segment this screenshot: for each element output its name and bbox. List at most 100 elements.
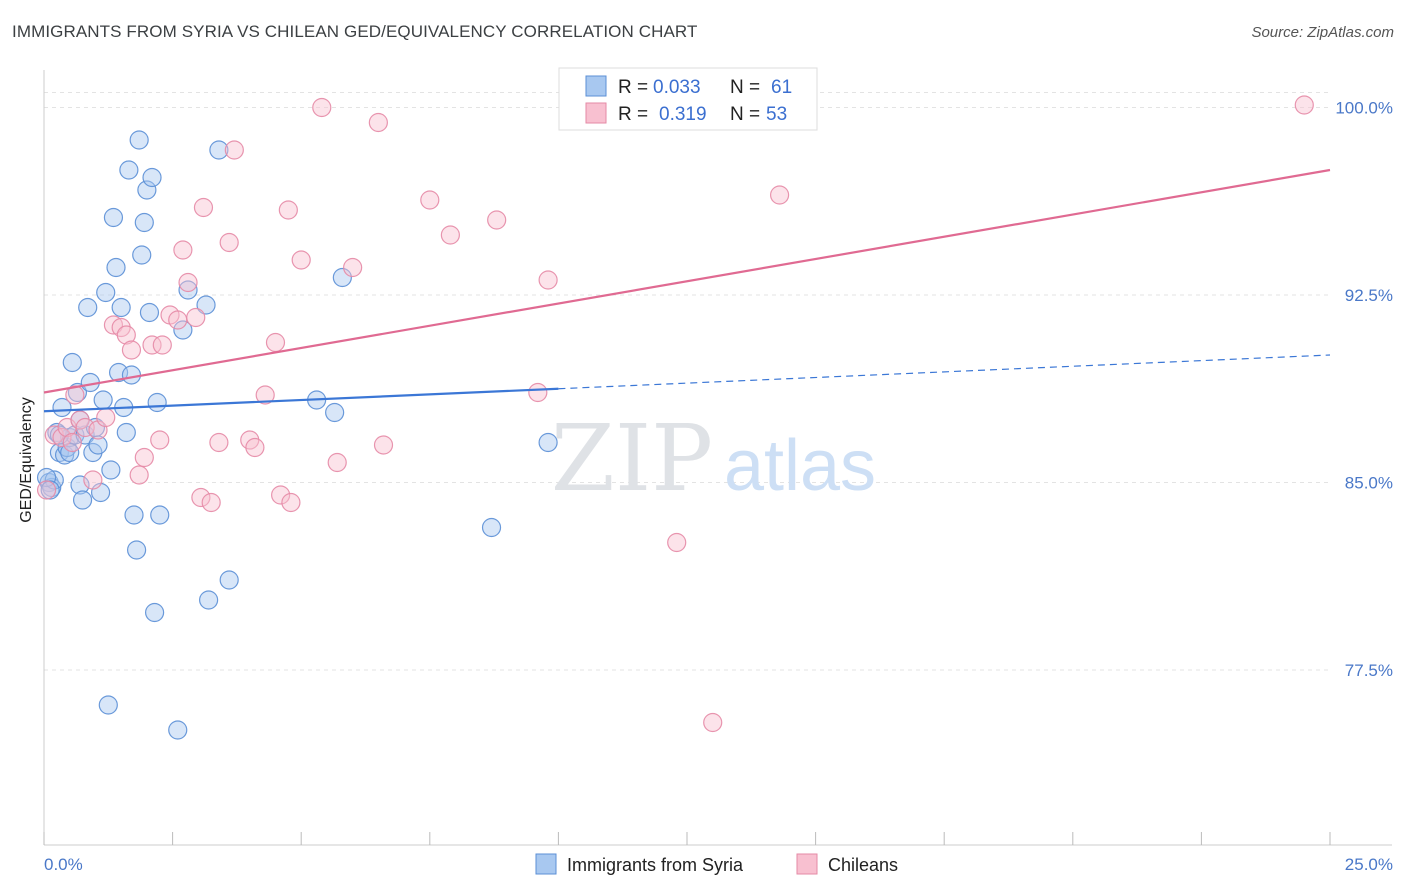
- syria-point-19: [88, 435, 108, 455]
- y-tick-label-1: 85.0%: [1345, 474, 1393, 493]
- bottom-legend-syria: Immigrants from Syria: [567, 855, 744, 875]
- chileans-point-8: [83, 470, 103, 490]
- legend-n-label-2: N =: [730, 104, 760, 125]
- legend-n-chileans: 53: [766, 104, 787, 125]
- syria-point-38: [137, 180, 157, 200]
- chileans-point-17: [142, 335, 162, 355]
- chileans-point-49: [703, 712, 723, 733]
- chileans-point-48: [667, 532, 687, 553]
- syria-point-42: [147, 392, 167, 413]
- chileans-point-0: [36, 480, 57, 500]
- syria-point-31: [119, 160, 139, 180]
- chileans-point-26: [193, 197, 214, 218]
- chileans-point-47: [538, 270, 558, 290]
- syria-point-49: [209, 140, 229, 160]
- chileans-point-29: [219, 232, 239, 253]
- chileans-point-52: [1294, 95, 1314, 115]
- syria-point-34: [126, 540, 147, 560]
- syria-point-36: [132, 245, 152, 265]
- chileans-point-14: [121, 340, 142, 360]
- chileans-trend-line: [43, 168, 1331, 394]
- chileans-point-40: [343, 257, 363, 278]
- syria-trend-line-extension: [558, 354, 1331, 390]
- chileans-point-42: [373, 435, 394, 455]
- bottom-legend-chileans: Chileans: [828, 855, 898, 875]
- syria-point-2: [44, 470, 64, 490]
- chileans-point-33: [255, 385, 275, 405]
- bottom-legend: Immigrants from Syria Chileans: [535, 853, 898, 875]
- legend-r-syria: 0.033: [653, 77, 701, 98]
- chileans-point-4: [62, 432, 82, 453]
- x-tick-label-0: 0.0%: [44, 855, 83, 874]
- legend-n-syria: 61: [771, 77, 792, 98]
- x-tick-label-1: 25.0%: [1345, 855, 1393, 874]
- syria-point-15: [78, 297, 98, 318]
- chileans-point-30: [224, 140, 244, 160]
- chileans-point-18: [152, 335, 172, 355]
- chileans-point-21: [168, 310, 188, 330]
- syria-point-53: [332, 267, 352, 288]
- syria-point-55: [538, 432, 558, 453]
- legend-swatch-syria: [585, 75, 607, 97]
- syria-point-21: [93, 390, 113, 410]
- chileans-point-36: [278, 200, 298, 220]
- syria-point-28: [111, 297, 131, 318]
- legend-r-label: R =: [618, 77, 648, 98]
- chileans-point-32: [245, 437, 265, 458]
- chileans-point-37: [281, 492, 301, 513]
- y-tick-label-0: 77.5%: [1345, 661, 1393, 680]
- chileans-point-11: [103, 315, 124, 335]
- chileans-point-41: [368, 112, 388, 133]
- y-tick-label-3: 100.0%: [1335, 99, 1393, 118]
- chileans-point-15: [129, 465, 149, 485]
- chileans-point-34: [265, 332, 286, 353]
- syria-point-33: [124, 505, 144, 525]
- syria-point-12: [70, 475, 90, 495]
- chileans-point-22: [173, 240, 193, 260]
- chileans-point-19: [150, 430, 170, 450]
- chileans-point-46: [528, 382, 548, 403]
- chileans-point-5: [65, 385, 85, 405]
- syria-point-45: [173, 320, 193, 340]
- chileans-point-45: [487, 210, 507, 230]
- y-tick-labels: 77.5% 85.0% 92.5% 100.0%: [1335, 99, 1393, 681]
- chileans-point-13: [116, 325, 136, 345]
- x-tick-labels: 0.0% 25.0%: [44, 855, 1393, 874]
- syria-point-25: [103, 207, 124, 228]
- chileans-point-39: [327, 452, 347, 473]
- chileans-point-44: [440, 225, 460, 245]
- syria-point-32: [121, 365, 142, 385]
- syria-point-44: [168, 720, 188, 740]
- syria-point-0: [39, 472, 59, 493]
- legend-r-chileans: 0.319: [659, 104, 707, 125]
- syria-trend-line: [43, 387, 559, 413]
- syria-point-41: [144, 602, 165, 623]
- chileans-point-43: [420, 190, 440, 210]
- chileans-point-16: [134, 447, 154, 468]
- y-axis-label: GED/Equivalency: [18, 397, 35, 522]
- bottom-legend-swatch-chileans: [796, 853, 818, 875]
- syria-point-46: [178, 280, 198, 300]
- legend: R = 0.033 N = 61 R = 0.319 N = 53: [558, 67, 818, 131]
- syria-point-26: [106, 257, 126, 278]
- syria-point-13: [72, 490, 93, 510]
- axes: [43, 70, 1392, 846]
- syria-point-37: [134, 212, 154, 233]
- trend-lines: [43, 168, 1331, 413]
- series-chileans-points: [36, 95, 1314, 733]
- syria-point-35: [129, 130, 149, 150]
- syria-point-39: [139, 302, 160, 323]
- syria-point-22: [96, 282, 116, 303]
- source-label: Source: ZipAtlas.com: [1251, 24, 1394, 41]
- watermark-atlas: atlas: [724, 426, 876, 506]
- syria-point-30: [116, 422, 136, 443]
- syria-point-47: [196, 295, 216, 315]
- bottom-legend-swatch-syria: [535, 853, 557, 875]
- syria-point-23: [98, 695, 118, 715]
- y-tick-label-2: 92.5%: [1345, 286, 1393, 305]
- chileans-point-28: [209, 432, 229, 453]
- syria-point-40: [142, 167, 162, 188]
- chileans-point-51: [769, 185, 790, 205]
- syria-point-9: [62, 352, 82, 373]
